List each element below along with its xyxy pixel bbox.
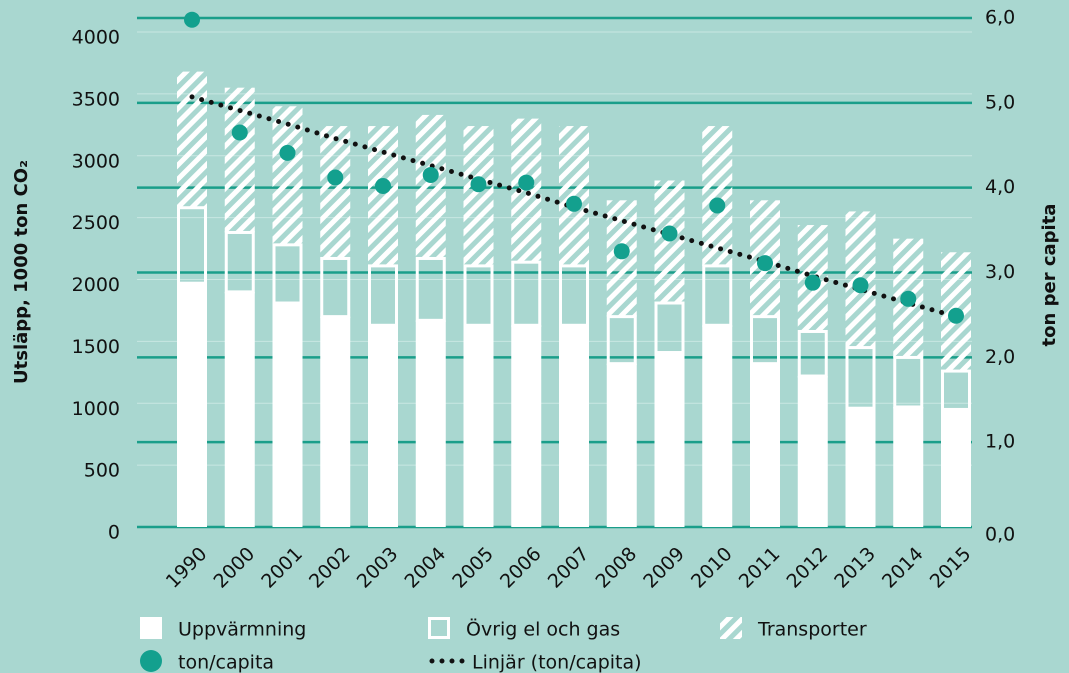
y-tick-label: 2000: [72, 274, 120, 296]
scatter-point: [804, 274, 821, 291]
bar-segment: [941, 409, 971, 527]
bar-segment: [368, 325, 398, 527]
bar-segment: [702, 126, 733, 266]
y-tick-label: 2500: [72, 212, 120, 234]
bar-segment: [702, 325, 733, 527]
legend-label: Uppvärmning: [178, 619, 306, 641]
y2-tick-label: 1,0: [985, 431, 1015, 453]
y-axis-label: Utsläpp, 1000 ton CO₂: [11, 160, 32, 384]
legend-swatch: [140, 617, 162, 639]
bar-segment: [415, 320, 446, 527]
y2-axis-label: ton per capita: [1039, 204, 1060, 347]
scatter-point: [422, 166, 439, 183]
bar-segment: [511, 325, 542, 527]
bar-segment: [415, 114, 446, 259]
legend-label: Transporter: [757, 619, 867, 641]
bar-segment: [797, 376, 828, 527]
bar-segment: [224, 291, 255, 527]
bar-segment: [177, 283, 207, 527]
bar-segment: [272, 303, 303, 527]
y-tick-label: 4000: [72, 27, 120, 49]
legend-swatch: [428, 617, 450, 639]
scatter-point: [852, 277, 869, 294]
y-tick-label: 3000: [72, 150, 120, 172]
y-tick-label: 500: [84, 460, 120, 482]
scatter-point: [566, 195, 582, 212]
bar-segment: [177, 71, 207, 208]
y2-tick-label: 6,0: [985, 7, 1015, 29]
scatter-point: [231, 124, 248, 141]
scatter-point: [613, 243, 630, 260]
bar-segment: [463, 325, 494, 527]
scatter-point: [279, 144, 296, 161]
scatter-point: [375, 177, 391, 194]
scatter-point: [757, 255, 773, 272]
legend-label: ton/capita: [178, 652, 274, 673]
y2-tick-label: 0,0: [985, 524, 1015, 546]
scatter-point: [184, 11, 200, 28]
scatter-point: [900, 290, 917, 307]
bar-segment: [320, 316, 351, 527]
bar-segment: [368, 126, 398, 266]
bar-segment: [654, 180, 685, 304]
y2-tick-label: 2,0: [985, 346, 1015, 368]
bar-segment: [750, 363, 780, 527]
y2-tick-label: 3,0: [985, 261, 1015, 283]
legend-swatch: [720, 617, 742, 639]
y2-tick-label: 5,0: [985, 91, 1015, 113]
bar-segment: [559, 325, 589, 527]
scatter-point: [661, 225, 678, 242]
legend-label: Linjär (ton/capita): [472, 652, 642, 673]
legend-swatch: [140, 650, 162, 672]
scatter-point: [948, 307, 964, 324]
scatter-point: [327, 169, 344, 186]
bar-segment: [320, 126, 351, 259]
y-tick-label: 0: [108, 522, 120, 544]
scatter-point: [709, 197, 726, 214]
scatter-point: [518, 174, 535, 191]
y-tick-label: 1000: [72, 398, 120, 420]
y-tick-label: 3500: [72, 88, 120, 110]
y-tick-label: 1500: [72, 336, 120, 358]
bar-segment: [463, 126, 494, 266]
bar-segment: [893, 406, 924, 527]
bar-segment: [845, 408, 876, 527]
bar-segment: [606, 363, 637, 527]
y2-tick-label: 4,0: [985, 176, 1015, 198]
bar-segment: [654, 352, 685, 527]
scatter-point: [470, 176, 487, 193]
legend-label: Övrig el och gas: [466, 618, 620, 641]
